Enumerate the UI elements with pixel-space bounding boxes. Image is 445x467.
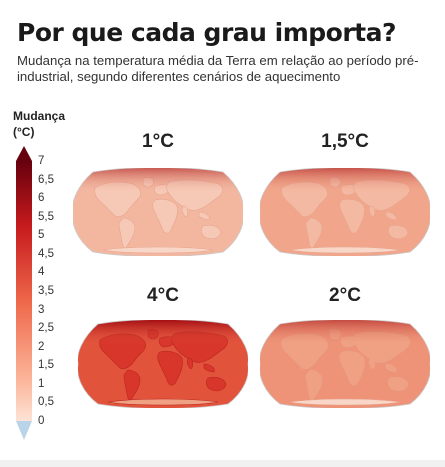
scale-tick-label: 0,5 [38,396,54,409]
legend-title-line2: (°C) [13,125,35,139]
world-map-1 [73,168,243,256]
footer-strip [0,460,445,467]
world-map-15 [260,168,430,256]
scale-tick-label: 3,5 [38,285,54,297]
arctic-warming-overlay [260,168,430,256]
scale-tick-label: 1,5 [38,359,54,372]
scale-tick-label: 2,5 [38,322,54,335]
arctic-warming-overlay [73,168,243,256]
map-label-1: 1°C [142,131,174,152]
scale-tick-label: 7 [38,155,45,167]
map-outline [78,320,248,408]
map-label-2: 2°C [329,285,361,306]
map-outline [73,168,243,256]
scale-top-arrow [16,146,32,161]
scale-tick-label: 0 [38,415,45,427]
scale-tick-label: 4,5 [38,247,54,260]
scale-tick-label: 3 [38,303,45,316]
arctic-warming-overlay [260,320,430,408]
scale-gradient [16,161,32,421]
map-outline [260,320,430,408]
page-subtitle: Mudança na temperatura média da Terra em… [17,53,419,84]
scale-tick-label: 1 [38,377,45,390]
scale-tick-label: 5 [38,229,45,242]
scale-tick-label: 6,5 [38,173,54,186]
scale-tick-label: 5,5 [38,210,54,223]
legend-title: Mudança (°C) [13,108,65,140]
map-label-4: 4°C [147,285,179,306]
arctic-warming-overlay [78,320,248,408]
legend-title-line1: Mudança [13,109,66,123]
world-map-4 [78,320,248,408]
scale-bottom-arrow [16,421,32,440]
scale-tick-label: 2 [38,340,45,353]
scale-tick-label: 4 [38,266,45,279]
scale-tick-label: 6 [38,192,45,205]
world-map-2 [260,320,430,408]
map-outline [260,168,430,256]
page-title: Por que cada grau importa? [17,18,396,47]
map-label-15: 1,5°C [321,131,369,152]
